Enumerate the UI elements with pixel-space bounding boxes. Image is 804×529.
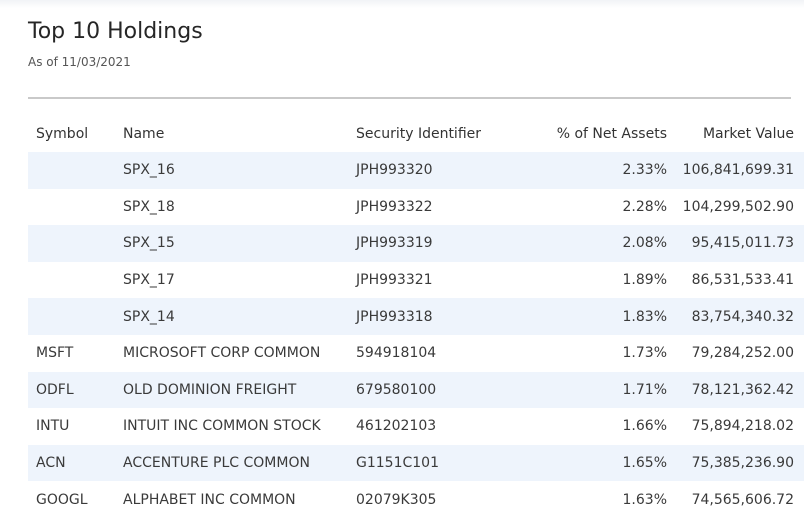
cell-name: SPX_15 — [123, 235, 175, 252]
cell-security-identifier: 02079K305 — [356, 491, 437, 508]
cell-security-identifier: JPH993319 — [356, 235, 433, 252]
cell-security-identifier: 594918104 — [356, 345, 437, 362]
cell-symbol: ACN — [36, 455, 66, 472]
cell-market-value: 74,565,606.72 — [691, 491, 794, 508]
top-shadow-bar — [0, 0, 804, 8]
cell-symbol: ODFL — [36, 381, 74, 398]
column-header-security-identifier[interactable]: Security Identifier — [356, 126, 482, 142]
cell-market-value: 83,754,340.32 — [691, 308, 794, 325]
column-header-market-value[interactable]: Market Value — [702, 126, 794, 142]
table-row: ODFL OLD DOMINION FREIGHT 679580100 1.71% 78… — [28, 371, 804, 409]
cell-name: SPX_16 — [123, 162, 175, 179]
cell-symbol: MSFT — [36, 345, 74, 362]
table-row: ACN ACCENTURE PLC COMMON G1151C101 1.65% 75,… — [28, 444, 804, 482]
as-of-date: As of 11/03/2021 — [28, 55, 131, 69]
table-row: GOOGL ALPHABET INC COMMON 02079K305 1.63% 74… — [28, 481, 804, 518]
cell-symbol — [28, 262, 123, 299]
cell-percent-net-assets: 1.66% — [622, 418, 667, 435]
table-header-row: Symbol Name Security Identifier % of Net… — [28, 116, 804, 152]
cell-market-value: 86,531,533.41 — [691, 272, 794, 289]
table-row: SPX_15 JPH993319 2.08% 95,415,011.73 — [28, 225, 804, 262]
cell-security-identifier: 461202103 — [356, 418, 437, 435]
cell-percent-net-assets: 1.65% — [622, 455, 667, 472]
cell-percent-net-assets: 1.73% — [622, 345, 667, 362]
cell-market-value: 95,415,011.73 — [691, 235, 794, 252]
cell-security-identifier: JPH993321 — [356, 272, 433, 289]
table-row: SPX_17 JPH993321 1.89% 86,531,533.41 — [28, 261, 804, 299]
cell-percent-net-assets: 1.63% — [622, 491, 667, 508]
cell-market-value: 75,894,218.02 — [691, 418, 794, 435]
cell-security-identifier: JPH993320 — [356, 162, 433, 179]
cell-percent-net-assets: 2.28% — [622, 198, 667, 215]
cell-symbol — [28, 225, 123, 262]
table-row: SPX_18 JPH993322 2.28% 104,299,502.90 — [28, 188, 804, 226]
cell-security-identifier: JPH993322 — [356, 198, 433, 215]
cell-percent-net-assets: 2.08% — [622, 235, 667, 252]
cell-symbol: INTU — [36, 418, 70, 435]
cell-name: ALPHABET INC COMMON — [123, 491, 296, 508]
cell-symbol — [28, 152, 123, 189]
cell-name: SPX_17 — [123, 272, 175, 289]
table-row: SPX_16 JPH993320 2.33% 106,841,699.31 — [28, 152, 804, 189]
cell-name: MICROSOFT CORP COMMON — [123, 345, 321, 362]
cell-percent-net-assets: 1.83% — [622, 308, 667, 325]
column-header-name[interactable]: Name — [123, 126, 165, 142]
cell-percent-net-assets: 2.33% — [622, 162, 667, 179]
cell-market-value: 106,841,699.31 — [682, 162, 794, 179]
cell-percent-net-assets: 1.71% — [622, 381, 667, 398]
holdings-table: Symbol Name Security Identifier % of Net… — [28, 116, 804, 518]
cell-security-identifier: G1151C101 — [356, 455, 439, 472]
table-row: INTU INTUIT INC COMMON STOCK 461202103 1.66… — [28, 408, 804, 445]
cell-symbol — [28, 189, 123, 226]
cell-symbol — [28, 298, 123, 335]
cell-name: SPX_18 — [123, 198, 175, 215]
cell-symbol: GOOGL — [36, 491, 88, 508]
cell-market-value: 78,121,362.42 — [691, 381, 794, 398]
column-header-percent-net-assets[interactable]: % of Net Assets — [556, 126, 667, 142]
cell-security-identifier: 679580100 — [356, 381, 437, 398]
table-row: SPX_14 JPH993318 1.83% 83,754,340.32 — [28, 298, 804, 335]
cell-name: ACCENTURE PLC COMMON — [123, 455, 310, 472]
header-divider — [28, 97, 791, 99]
cell-market-value: 75,385,236.90 — [691, 455, 794, 472]
table-row: MSFT MICROSOFT CORP COMMON 594918104 1.73% 7… — [28, 334, 804, 372]
cell-security-identifier: JPH993318 — [356, 308, 433, 325]
page-title: Top 10 Holdings — [28, 19, 203, 44]
cell-name: OLD DOMINION FREIGHT — [123, 381, 297, 398]
cell-market-value: 79,284,252.00 — [691, 345, 794, 362]
column-header-symbol[interactable]: Symbol — [36, 126, 89, 142]
cell-name: INTUIT INC COMMON STOCK — [123, 418, 321, 435]
cell-name: SPX_14 — [123, 308, 175, 325]
cell-percent-net-assets: 1.89% — [622, 272, 667, 289]
cell-market-value: 104,299,502.90 — [682, 198, 794, 215]
